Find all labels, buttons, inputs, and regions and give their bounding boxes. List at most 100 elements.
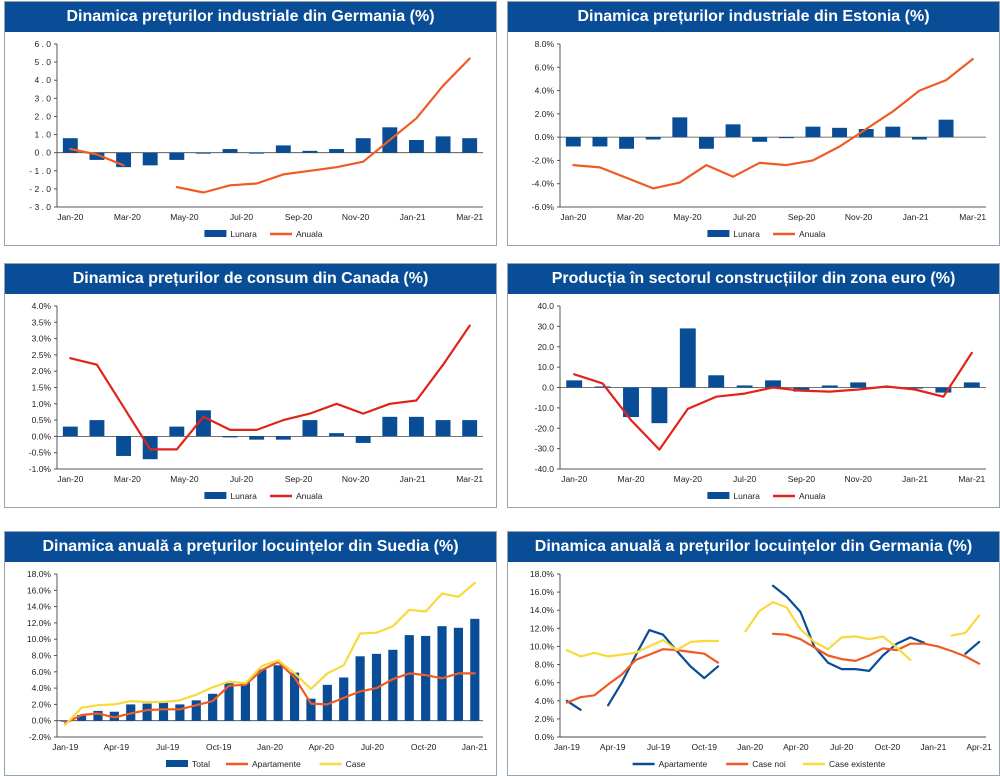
bar (275, 436, 291, 440)
y-tick-label: 6 . 0 (34, 39, 51, 49)
y-tick-label: 18.0% (27, 569, 52, 579)
bar (275, 145, 291, 153)
y-tick-label: - 3 . 0 (29, 202, 51, 212)
bar (116, 436, 132, 456)
legend-label: Total (192, 759, 210, 769)
x-tick-label: Mar-20 (114, 212, 141, 222)
chart-panel-eurozone-construction: Producția în sectorul construcțiilor din… (507, 263, 1000, 508)
legend-label: Apartamente (659, 759, 708, 769)
y-tick-label: -4.0% (532, 179, 555, 189)
bar (89, 420, 105, 437)
y-tick-label: -30.0 (535, 444, 555, 454)
y-tick-label: 4.0% (535, 86, 555, 96)
series-line (64, 581, 476, 726)
bar (169, 152, 185, 160)
x-tick-label: Jan-20 (737, 742, 763, 752)
chart-svg: - 3 . 0 - 2 . 0 - 1 . 0 0 . 0 1 . 0 2 . 0 3 . … (29, 39, 483, 239)
bar (752, 137, 768, 142)
bar (805, 126, 821, 138)
legend-swatch (204, 230, 227, 237)
x-tick-label: Jan-21 (903, 212, 929, 222)
chart-title: Dinamica prețurilor industriale din Germ… (5, 2, 496, 32)
y-tick-label: 12.0% (530, 623, 555, 633)
bar (592, 137, 608, 147)
y-tick-label: 8.0% (32, 651, 52, 661)
y-tick-label: 2.0% (535, 714, 555, 724)
bar (355, 138, 371, 153)
x-tick-label: Jan-20 (57, 212, 83, 222)
bar (765, 380, 781, 388)
x-tick-label: Jan-20 (561, 474, 587, 484)
y-tick-label: 3 . 0 (34, 93, 51, 103)
x-tick-label: Jan-19 (52, 742, 78, 752)
chart-panel-germany-industrial: Dinamica prețurilor industriale din Germ… (4, 1, 497, 246)
x-tick-label: Jul-20 (733, 474, 756, 484)
legend-label: Case (346, 759, 366, 769)
bar (736, 385, 753, 388)
bar (566, 380, 583, 388)
bar (565, 137, 581, 147)
y-tick-label: 2.0% (535, 109, 555, 119)
y-tick-label: 5 . 0 (34, 57, 51, 67)
legend-swatch (204, 492, 227, 499)
legend-label: Lunara (733, 229, 760, 239)
chart-panel-canada-consumer: Dinamica prețurilor de consum din Canada… (4, 263, 497, 508)
bar (355, 656, 365, 721)
y-tick-label: -2.0% (29, 732, 52, 742)
y-tick-label: 0.0 (542, 383, 554, 393)
bar (594, 386, 611, 388)
y-tick-label: 8.0% (535, 39, 555, 49)
chart-title: Producția în sectorul construcțiilor din… (508, 264, 999, 294)
y-tick-label: 4.0% (32, 683, 52, 693)
y-tick-label: 3.5% (32, 317, 52, 327)
bar (672, 117, 688, 138)
bar (388, 649, 398, 721)
x-tick-label: Jul-20 (361, 742, 384, 752)
x-tick-label: May-20 (673, 212, 702, 222)
x-tick-label: May-20 (170, 474, 199, 484)
bar (289, 672, 300, 721)
bar (249, 436, 265, 440)
bar (240, 682, 251, 721)
x-tick-label: Oct-19 (206, 742, 232, 752)
y-tick-label: 16.0% (27, 585, 52, 595)
chart-svg: -6.0% -4.0% -2.0% 0.0% 2.0% 4.0% 6.0% 8.0% Jan-2… (532, 39, 987, 239)
x-tick-label: Jan-21 (902, 474, 928, 484)
x-tick-label: Apr-21 (966, 742, 992, 752)
bar (302, 420, 318, 437)
bar (249, 152, 265, 154)
bar (191, 700, 201, 721)
x-tick-label: Jan-20 (57, 474, 83, 484)
y-tick-label: 10.0% (27, 634, 52, 644)
y-tick-label: 4 . 0 (34, 75, 51, 85)
y-tick-label: 1.0% (32, 399, 52, 409)
x-tick-label: Jan-21 (400, 212, 426, 222)
x-tick-label: Mar-21 (456, 474, 483, 484)
y-tick-label: 0.0% (32, 716, 52, 726)
y-tick-label: 0.0% (535, 732, 555, 742)
y-tick-label: -40.0 (535, 464, 555, 474)
x-tick-label: Sep-20 (788, 212, 816, 222)
bar (619, 137, 635, 149)
x-tick-label: Mar-20 (617, 212, 644, 222)
bar (778, 137, 794, 139)
chart-title: Dinamica anuală a prețurilor locuințelor… (5, 532, 496, 562)
bar (93, 710, 103, 721)
bar (470, 618, 480, 721)
y-tick-label: -6.0% (532, 202, 555, 212)
bar (858, 128, 874, 138)
x-tick-label: Jan-21 (400, 474, 426, 484)
legend-label: Apartamente (252, 759, 301, 769)
x-tick-label: Nov-20 (845, 212, 873, 222)
x-tick-label: Oct-20 (411, 742, 437, 752)
chart-panel-estonia-industrial: Dinamica prețurilor industriale din Esto… (507, 1, 1000, 246)
chart-title: Dinamica prețurilor de consum din Canada… (5, 264, 496, 294)
bar (382, 416, 398, 437)
y-tick-label: -1.0% (29, 464, 52, 474)
y-tick-label: - 1 . 0 (29, 166, 51, 176)
series-line (565, 632, 981, 704)
bar (907, 387, 923, 389)
legend-label: Case noi (752, 759, 786, 769)
y-tick-label: 6.0% (32, 667, 52, 677)
y-tick-label: -2.0% (532, 155, 555, 165)
